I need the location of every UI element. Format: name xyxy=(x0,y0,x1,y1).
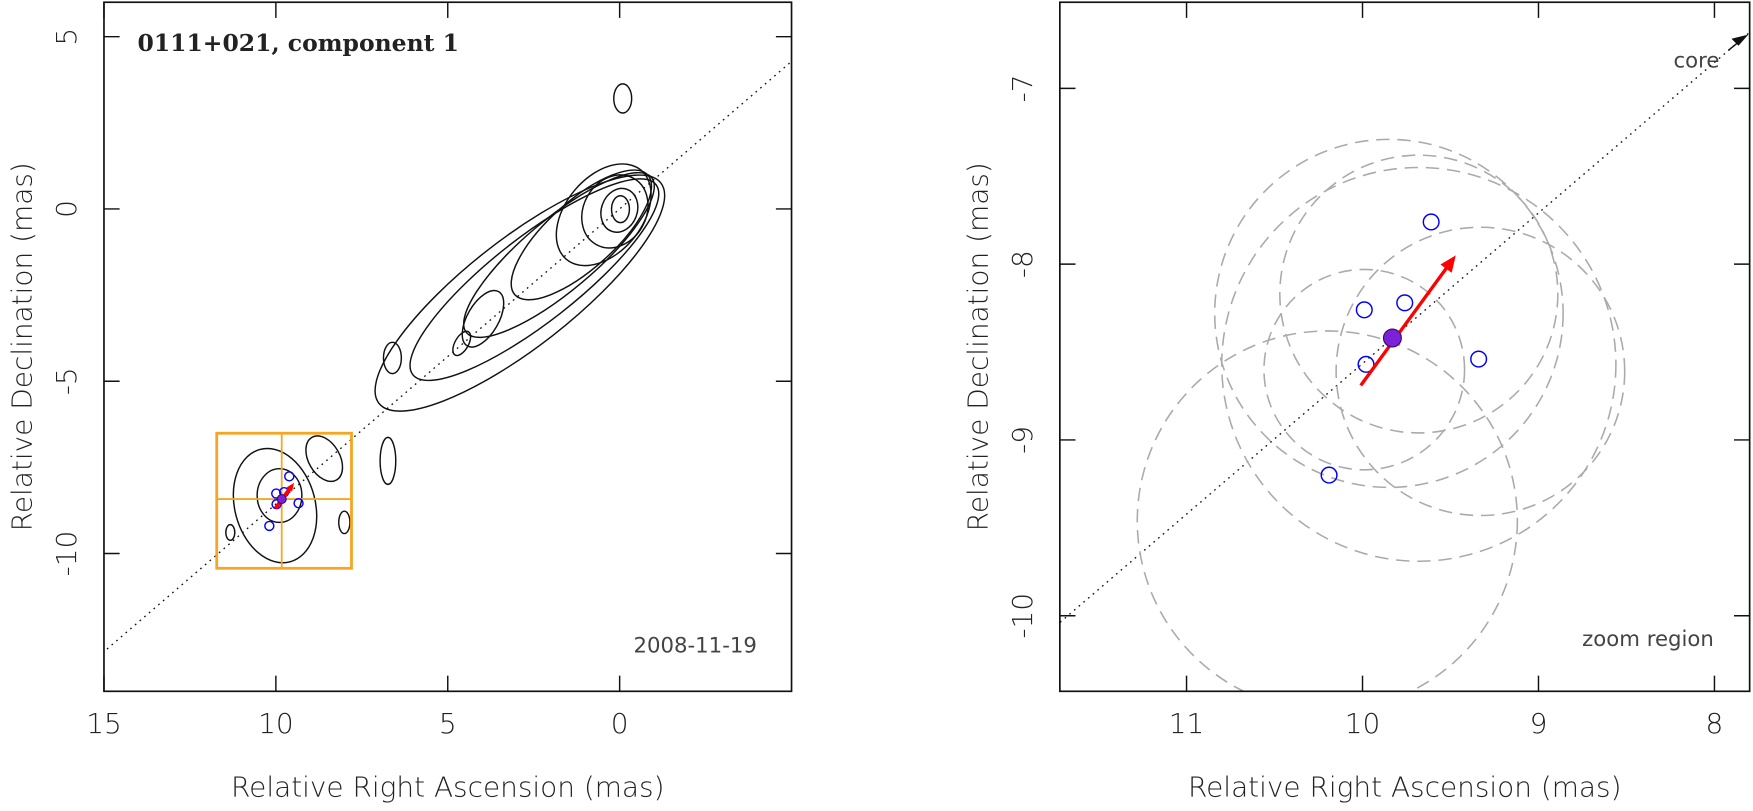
plot-area xyxy=(103,60,792,653)
contour xyxy=(338,510,351,535)
y-tick-label: -10 xyxy=(50,531,83,577)
x-tick-label: 10 xyxy=(258,707,294,740)
contour xyxy=(225,523,236,542)
point xyxy=(271,488,282,499)
chart-title: 0111+021, component 1 xyxy=(138,29,459,57)
zoom-label: zoom region xyxy=(1582,627,1714,652)
point xyxy=(284,471,295,482)
y-tick-label: -9 xyxy=(1006,426,1039,454)
y-tick-label: 0 xyxy=(50,200,83,218)
y-tick-label: -7 xyxy=(1006,74,1039,102)
contour xyxy=(510,169,653,301)
y-tick-label: 5 xyxy=(50,28,83,46)
y-tick-label: -10 xyxy=(1006,593,1039,639)
component xyxy=(276,494,287,505)
error-circle xyxy=(1220,166,1617,563)
contour xyxy=(610,195,631,224)
contour xyxy=(613,83,633,114)
plot-area xyxy=(1059,31,1750,692)
plot-frame xyxy=(1059,1,1751,693)
motion-arrow-head xyxy=(1440,255,1456,273)
x-tick-label: 8 xyxy=(1706,707,1724,740)
contour xyxy=(581,174,649,249)
point xyxy=(1357,355,1375,373)
contour xyxy=(374,174,666,412)
contour xyxy=(382,341,403,375)
contour xyxy=(452,330,472,357)
zoom-box xyxy=(215,431,353,570)
contour xyxy=(379,436,397,486)
contour xyxy=(232,447,318,564)
x-tick-label: 9 xyxy=(1530,707,1548,740)
point xyxy=(293,497,304,509)
error-circle xyxy=(1263,268,1466,471)
x-tick-label: 5 xyxy=(439,707,457,740)
y-tick-label: -8 xyxy=(1006,250,1039,278)
point xyxy=(1355,301,1373,319)
component xyxy=(1382,328,1402,348)
contour xyxy=(409,178,660,382)
point xyxy=(1422,213,1440,231)
error-circle xyxy=(1335,226,1626,517)
x-axis-label: Relative Right Ascension (mas) xyxy=(1188,771,1622,804)
point xyxy=(1396,294,1414,312)
x-tick-label: 15 xyxy=(86,707,122,740)
core-label: core xyxy=(1673,49,1719,74)
x-tick-label: 0 xyxy=(611,707,629,740)
contour xyxy=(600,187,639,233)
x-tick-label: 10 xyxy=(1345,707,1381,740)
point xyxy=(1320,466,1338,484)
contour xyxy=(256,467,303,524)
y-axis-label: Relative Declination (mas) xyxy=(961,162,994,531)
motion-arrow xyxy=(1359,263,1451,387)
date-label: 2008-11-19 xyxy=(634,634,757,659)
x-axis-label: Relative Right Ascension (mas) xyxy=(231,771,665,804)
point xyxy=(1470,350,1488,368)
x-tick-label: 11 xyxy=(1169,707,1205,740)
contour xyxy=(462,171,656,339)
error-circle xyxy=(1136,330,1519,692)
error-circle xyxy=(1279,154,1559,434)
core-direction xyxy=(1059,31,1750,624)
error-circle xyxy=(1213,138,1564,489)
core-direction xyxy=(103,60,792,653)
contour-map xyxy=(225,83,666,564)
plot-frame xyxy=(103,1,793,693)
y-tick-label: -5 xyxy=(50,367,83,395)
motion-arrow-head xyxy=(286,482,295,492)
y-axis-label: Relative Declination (mas) xyxy=(5,162,38,531)
contour xyxy=(305,435,344,483)
point xyxy=(264,520,275,532)
